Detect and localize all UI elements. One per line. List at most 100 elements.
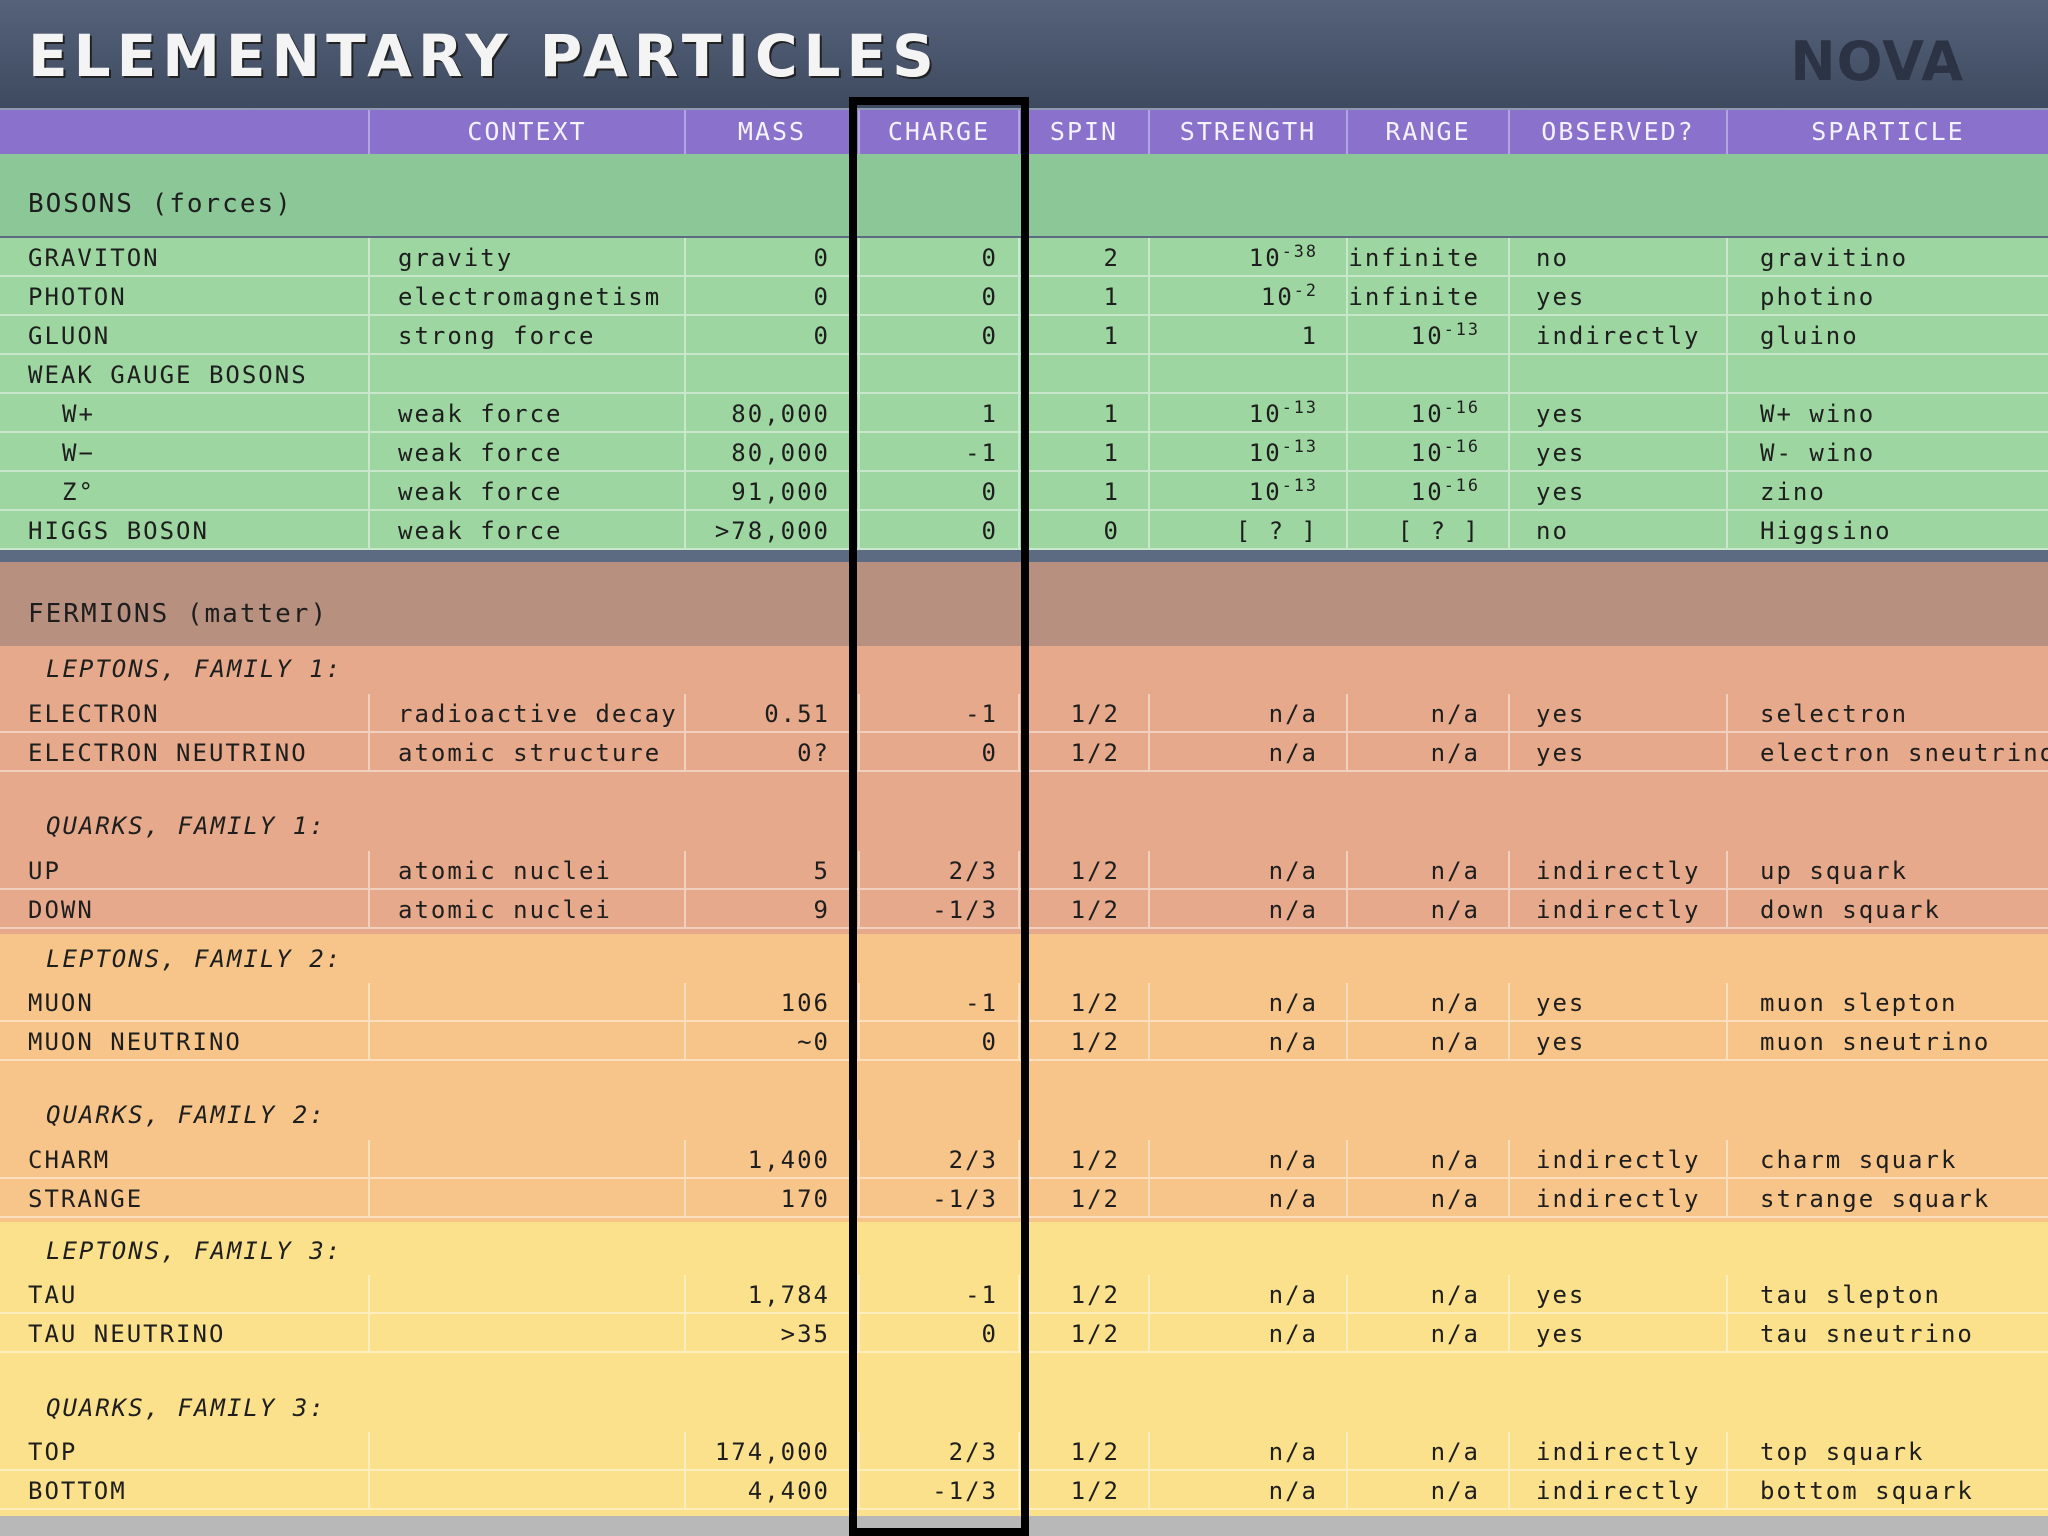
- cell-observed-value: yes: [1536, 1320, 1586, 1348]
- cell-observed-value: no: [1536, 244, 1569, 272]
- cell-mass: 80,000: [684, 433, 858, 470]
- cell-spin: 1/2: [1018, 694, 1148, 731]
- cell-charge-value: 1: [981, 400, 998, 428]
- nova-logo: NOVA: [1790, 30, 1964, 93]
- col-header-charge[interactable]: CHARGE: [858, 110, 1018, 154]
- cell-observed-value: indirectly: [1536, 1146, 1701, 1174]
- col-header-context[interactable]: CONTEXT: [368, 110, 684, 154]
- cell-sparticle: strange squark: [1726, 1179, 2048, 1216]
- cell-strength-value: n/a: [1268, 1438, 1318, 1466]
- cell-range: 10-13: [1346, 316, 1508, 353]
- table-row[interactable]: W+ weak force 80,000 1 1 10-13 10-16 yes W+ wino: [0, 394, 2048, 433]
- cell-spin: 1/2: [1018, 890, 1148, 927]
- col-header-mass[interactable]: MASS: [684, 110, 858, 154]
- cell-charge-value: 0: [981, 322, 998, 350]
- cell-observed: indirectly: [1508, 851, 1726, 888]
- bosons-top-band: [0, 154, 2048, 180]
- group-heading: LEPTONS, FAMILY 3:: [46, 1237, 343, 1265]
- cell-name-value: TOP: [28, 1438, 78, 1466]
- cell-context: weak force: [368, 394, 684, 431]
- col-header-spin[interactable]: SPIN: [1018, 110, 1148, 154]
- exponent: -2: [1293, 280, 1318, 300]
- cell-strength-value: n/a: [1268, 896, 1318, 924]
- cell-range-value: 10: [1410, 439, 1444, 467]
- cell-charge: -1: [858, 433, 1018, 470]
- cell-name-value: UP: [28, 857, 61, 885]
- cell-context: weak force: [368, 472, 684, 509]
- table-row[interactable]: ELECTRON NEUTRINO atomic structure 0? 0 1/2 n…: [0, 733, 2048, 772]
- cell-spin-value: 1/2: [1070, 857, 1120, 885]
- exponent: -13: [1281, 397, 1318, 417]
- cell-mass: ~0: [684, 1022, 858, 1059]
- cell-name: BOTTOM: [28, 1471, 368, 1508]
- cell-observed: yes: [1508, 1314, 1726, 1351]
- table-row[interactable]: PHOTON electromagnetism 0 0 1 10-2 infinite yes…: [0, 277, 2048, 316]
- cell-name-value: MUON: [28, 989, 94, 1017]
- table-row[interactable]: MUON 106 -1 1/2 n/a n/a yes muon slepton: [0, 983, 2048, 1022]
- cell-strength-value: 10: [1248, 400, 1282, 428]
- table-row[interactable]: HIGGS BOSON weak force >78,000 0 0 [ ? ] [ ? ]…: [0, 511, 2048, 550]
- table-row[interactable]: GLUON strong force 0 0 1 1 10-13 indirectly glui…: [0, 316, 2048, 355]
- table-row[interactable]: STRANGE 170 -1/3 1/2 n/a n/a indirectly strange…: [0, 1179, 2048, 1218]
- cell-spin: 1: [1018, 472, 1148, 509]
- table-row[interactable]: DOWN atomic nuclei 9 -1/3 1/2 n/a n/a indirectl…: [0, 890, 2048, 929]
- cell-spin-value: 1: [1103, 439, 1120, 467]
- table-row[interactable]: GRAVITON gravity 0 0 2 10-38 infinite no graviti…: [0, 238, 2048, 277]
- table-row[interactable]: WEAK GAUGE BOSONS: [0, 355, 2048, 394]
- cell-name: ELECTRON NEUTRINO: [28, 733, 368, 770]
- col-header-strength[interactable]: STRENGTH: [1148, 110, 1346, 154]
- cell-sparticle: photino: [1726, 277, 2048, 314]
- cell-strength: 10-13: [1148, 433, 1346, 470]
- cell-spin: [1018, 355, 1148, 392]
- cell-charge: 0: [858, 472, 1018, 509]
- cell-sparticle-value: W- wino: [1760, 439, 1876, 467]
- cell-mass-value: 106: [780, 989, 830, 1017]
- cell-name-value: GRAVITON: [28, 244, 160, 272]
- cell-range: n/a: [1346, 1432, 1508, 1469]
- cell-range-value: n/a: [1430, 1281, 1480, 1309]
- cell-spin-value: 1/2: [1070, 1146, 1120, 1174]
- cell-context-value: weak force: [398, 517, 563, 545]
- table-row[interactable]: ELECTRON radioactive decay 0.51 -1 1/2 n/a n/a…: [0, 694, 2048, 733]
- cell-range-value: n/a: [1430, 857, 1480, 885]
- table-row[interactable]: MUON NEUTRINO ~0 0 1/2 n/a n/a yes muon sneutri…: [0, 1022, 2048, 1061]
- cell-name: HIGGS BOSON: [28, 511, 368, 548]
- table-row[interactable]: Z° weak force 91,000 0 1 10-13 10-16 yes zino: [0, 472, 2048, 511]
- cell-mass-value: 9: [813, 896, 830, 924]
- table-row[interactable]: TAU NEUTRINO >35 0 1/2 n/a n/a yes tau sneutrin…: [0, 1314, 2048, 1353]
- table-row[interactable]: UP atomic nuclei 5 2/3 1/2 n/a n/a indirectly up…: [0, 851, 2048, 890]
- cell-strength: n/a: [1148, 1471, 1346, 1508]
- cell-spin: 1: [1018, 394, 1148, 431]
- col-header-range[interactable]: RANGE: [1346, 110, 1508, 154]
- cell-spin: 1/2: [1018, 1314, 1148, 1351]
- cell-strength-value: n/a: [1268, 989, 1318, 1017]
- table-row[interactable]: TOP 174,000 2/3 1/2 n/a n/a indirectly top squa…: [0, 1432, 2048, 1471]
- cell-mass: 80,000: [684, 394, 858, 431]
- col-header-sparticle[interactable]: SPARTICLE: [1726, 110, 2048, 154]
- cell-range-value: n/a: [1430, 989, 1480, 1017]
- cell-sparticle-value: strange squark: [1760, 1185, 1991, 1213]
- cell-charge-value: -1: [965, 700, 998, 728]
- cell-sparticle-value: tau slepton: [1760, 1281, 1941, 1309]
- cell-name: UP: [28, 851, 368, 888]
- table-row[interactable]: W− weak force 80,000 -1 1 10-13 10-16 yes W- win…: [0, 433, 2048, 472]
- cell-sparticle-value: photino: [1760, 283, 1876, 311]
- cell-sparticle-value: top squark: [1760, 1438, 1925, 1466]
- cell-range: [ ? ]: [1346, 511, 1508, 548]
- cell-sparticle: tau slepton: [1726, 1275, 2048, 1312]
- table-row[interactable]: TAU 1,784 -1 1/2 n/a n/a yes tau slepton: [0, 1275, 2048, 1314]
- cell-strength: n/a: [1148, 983, 1346, 1020]
- table-row[interactable]: CHARM 1,400 2/3 1/2 n/a n/a indirectly charm sq…: [0, 1140, 2048, 1179]
- col-header-observed[interactable]: OBSERVED?: [1508, 110, 1726, 154]
- cell-range-value: infinite: [1348, 283, 1480, 311]
- cell-sparticle-value: charm squark: [1760, 1146, 1958, 1174]
- cell-spin-value: 2: [1103, 244, 1120, 272]
- cell-sparticle: zino: [1726, 472, 2048, 509]
- table-row[interactable]: BOTTOM 4,400 -1/3 1/2 n/a n/a indirectly bottom…: [0, 1471, 2048, 1510]
- cell-spin-value: 1/2: [1070, 989, 1120, 1017]
- cell-spin: 0: [1018, 511, 1148, 548]
- cell-spin-value: 1/2: [1070, 1185, 1120, 1213]
- cell-mass: 9: [684, 890, 858, 927]
- cell-mass: 106: [684, 983, 858, 1020]
- cell-range-value: n/a: [1430, 1185, 1480, 1213]
